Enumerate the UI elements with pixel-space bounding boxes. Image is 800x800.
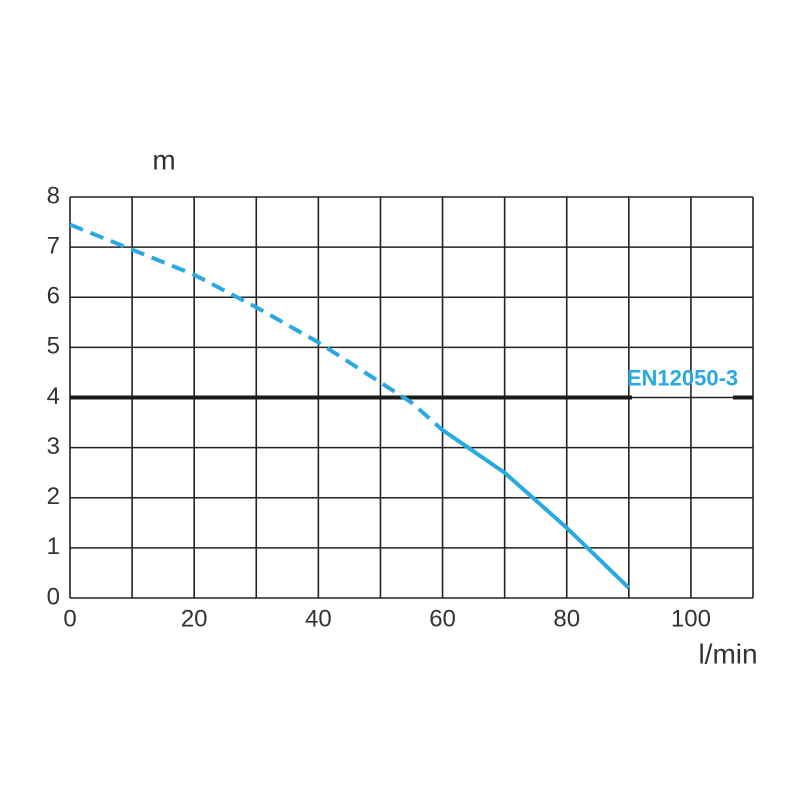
x-tick-label: 20 [181,605,208,632]
x-tick-label: 40 [305,605,332,632]
data-line [69,222,444,432]
data-line [441,428,631,590]
y-tick-label: 1 [47,533,60,560]
y-tick-label: 6 [47,283,60,310]
y-axis-label: m [152,144,175,175]
y-tick-label: 3 [47,433,60,460]
x-tick-label: 0 [63,605,76,632]
y-tick-label: 7 [47,232,60,259]
y-tick-label: 0 [47,583,60,610]
reference-label: EN12050-3 [627,365,738,390]
y-tick-label: 4 [47,383,60,410]
x-tick-label: 80 [553,605,580,632]
x-tick-label: 100 [671,605,711,632]
x-tick-label: 60 [429,605,456,632]
y-tick-label: 8 [47,182,60,209]
y-tick-label: 2 [47,483,60,510]
y-tick-label: 5 [47,333,60,360]
x-axis-label: l/min [698,638,757,669]
